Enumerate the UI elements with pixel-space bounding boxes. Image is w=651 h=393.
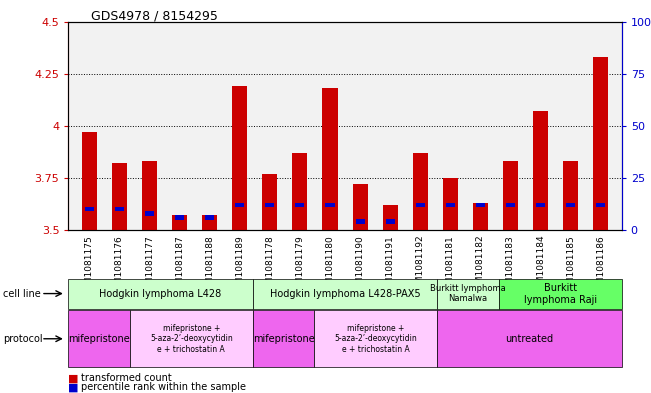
Bar	[326, 203, 335, 207]
Text: protocol: protocol	[3, 334, 43, 344]
Bar	[385, 219, 395, 224]
Bar	[266, 203, 274, 207]
Text: GDS4978 / 8154295: GDS4978 / 8154295	[91, 10, 218, 23]
Bar	[443, 178, 458, 230]
Text: Hodgkin lymphoma L428: Hodgkin lymphoma L428	[100, 289, 222, 299]
Bar	[413, 153, 428, 230]
Bar	[292, 153, 307, 230]
Bar	[596, 203, 605, 207]
Text: mifepristone: mifepristone	[253, 334, 314, 344]
Bar	[566, 203, 575, 207]
Bar	[533, 111, 548, 230]
Bar	[232, 86, 247, 230]
Bar	[142, 161, 157, 230]
Bar	[82, 132, 97, 230]
Bar	[563, 161, 578, 230]
Bar	[85, 207, 94, 211]
Text: transformed count: transformed count	[81, 373, 172, 384]
Text: untreated: untreated	[505, 334, 553, 344]
Bar	[536, 203, 545, 207]
Text: percentile rank within the sample: percentile rank within the sample	[81, 382, 246, 393]
Text: mifepristone: mifepristone	[68, 334, 130, 344]
Text: ■: ■	[68, 382, 79, 393]
Bar	[172, 215, 187, 230]
Bar	[262, 174, 277, 230]
Text: mifepristone +
5-aza-2’-deoxycytidin
e + trichostatin A: mifepristone + 5-aza-2’-deoxycytidin e +…	[335, 324, 417, 354]
Bar	[115, 207, 124, 211]
Text: ■: ■	[68, 373, 79, 384]
Bar	[145, 211, 154, 215]
Bar	[322, 88, 337, 230]
Bar	[446, 203, 455, 207]
Bar	[355, 219, 365, 224]
Bar	[473, 203, 488, 230]
Text: Hodgkin lymphoma L428-PAX5: Hodgkin lymphoma L428-PAX5	[270, 289, 421, 299]
Bar	[593, 57, 608, 230]
Text: mifepristone +
5-aza-2’-deoxycytidin
e + trichostatin A: mifepristone + 5-aza-2’-deoxycytidin e +…	[150, 324, 232, 354]
Bar	[112, 163, 127, 230]
Bar	[296, 203, 305, 207]
Bar	[416, 203, 424, 207]
Bar	[353, 184, 368, 230]
Bar	[202, 215, 217, 230]
Bar	[383, 205, 398, 230]
Bar	[205, 215, 214, 220]
Bar	[235, 203, 244, 207]
Bar	[506, 203, 515, 207]
Text: cell line: cell line	[3, 289, 41, 299]
Text: Burkitt lymphoma
Namalwa: Burkitt lymphoma Namalwa	[430, 284, 506, 303]
Text: Burkitt
lymphoma Raji: Burkitt lymphoma Raji	[523, 283, 597, 305]
Bar	[503, 161, 518, 230]
Bar	[476, 203, 485, 207]
Bar	[175, 215, 184, 220]
